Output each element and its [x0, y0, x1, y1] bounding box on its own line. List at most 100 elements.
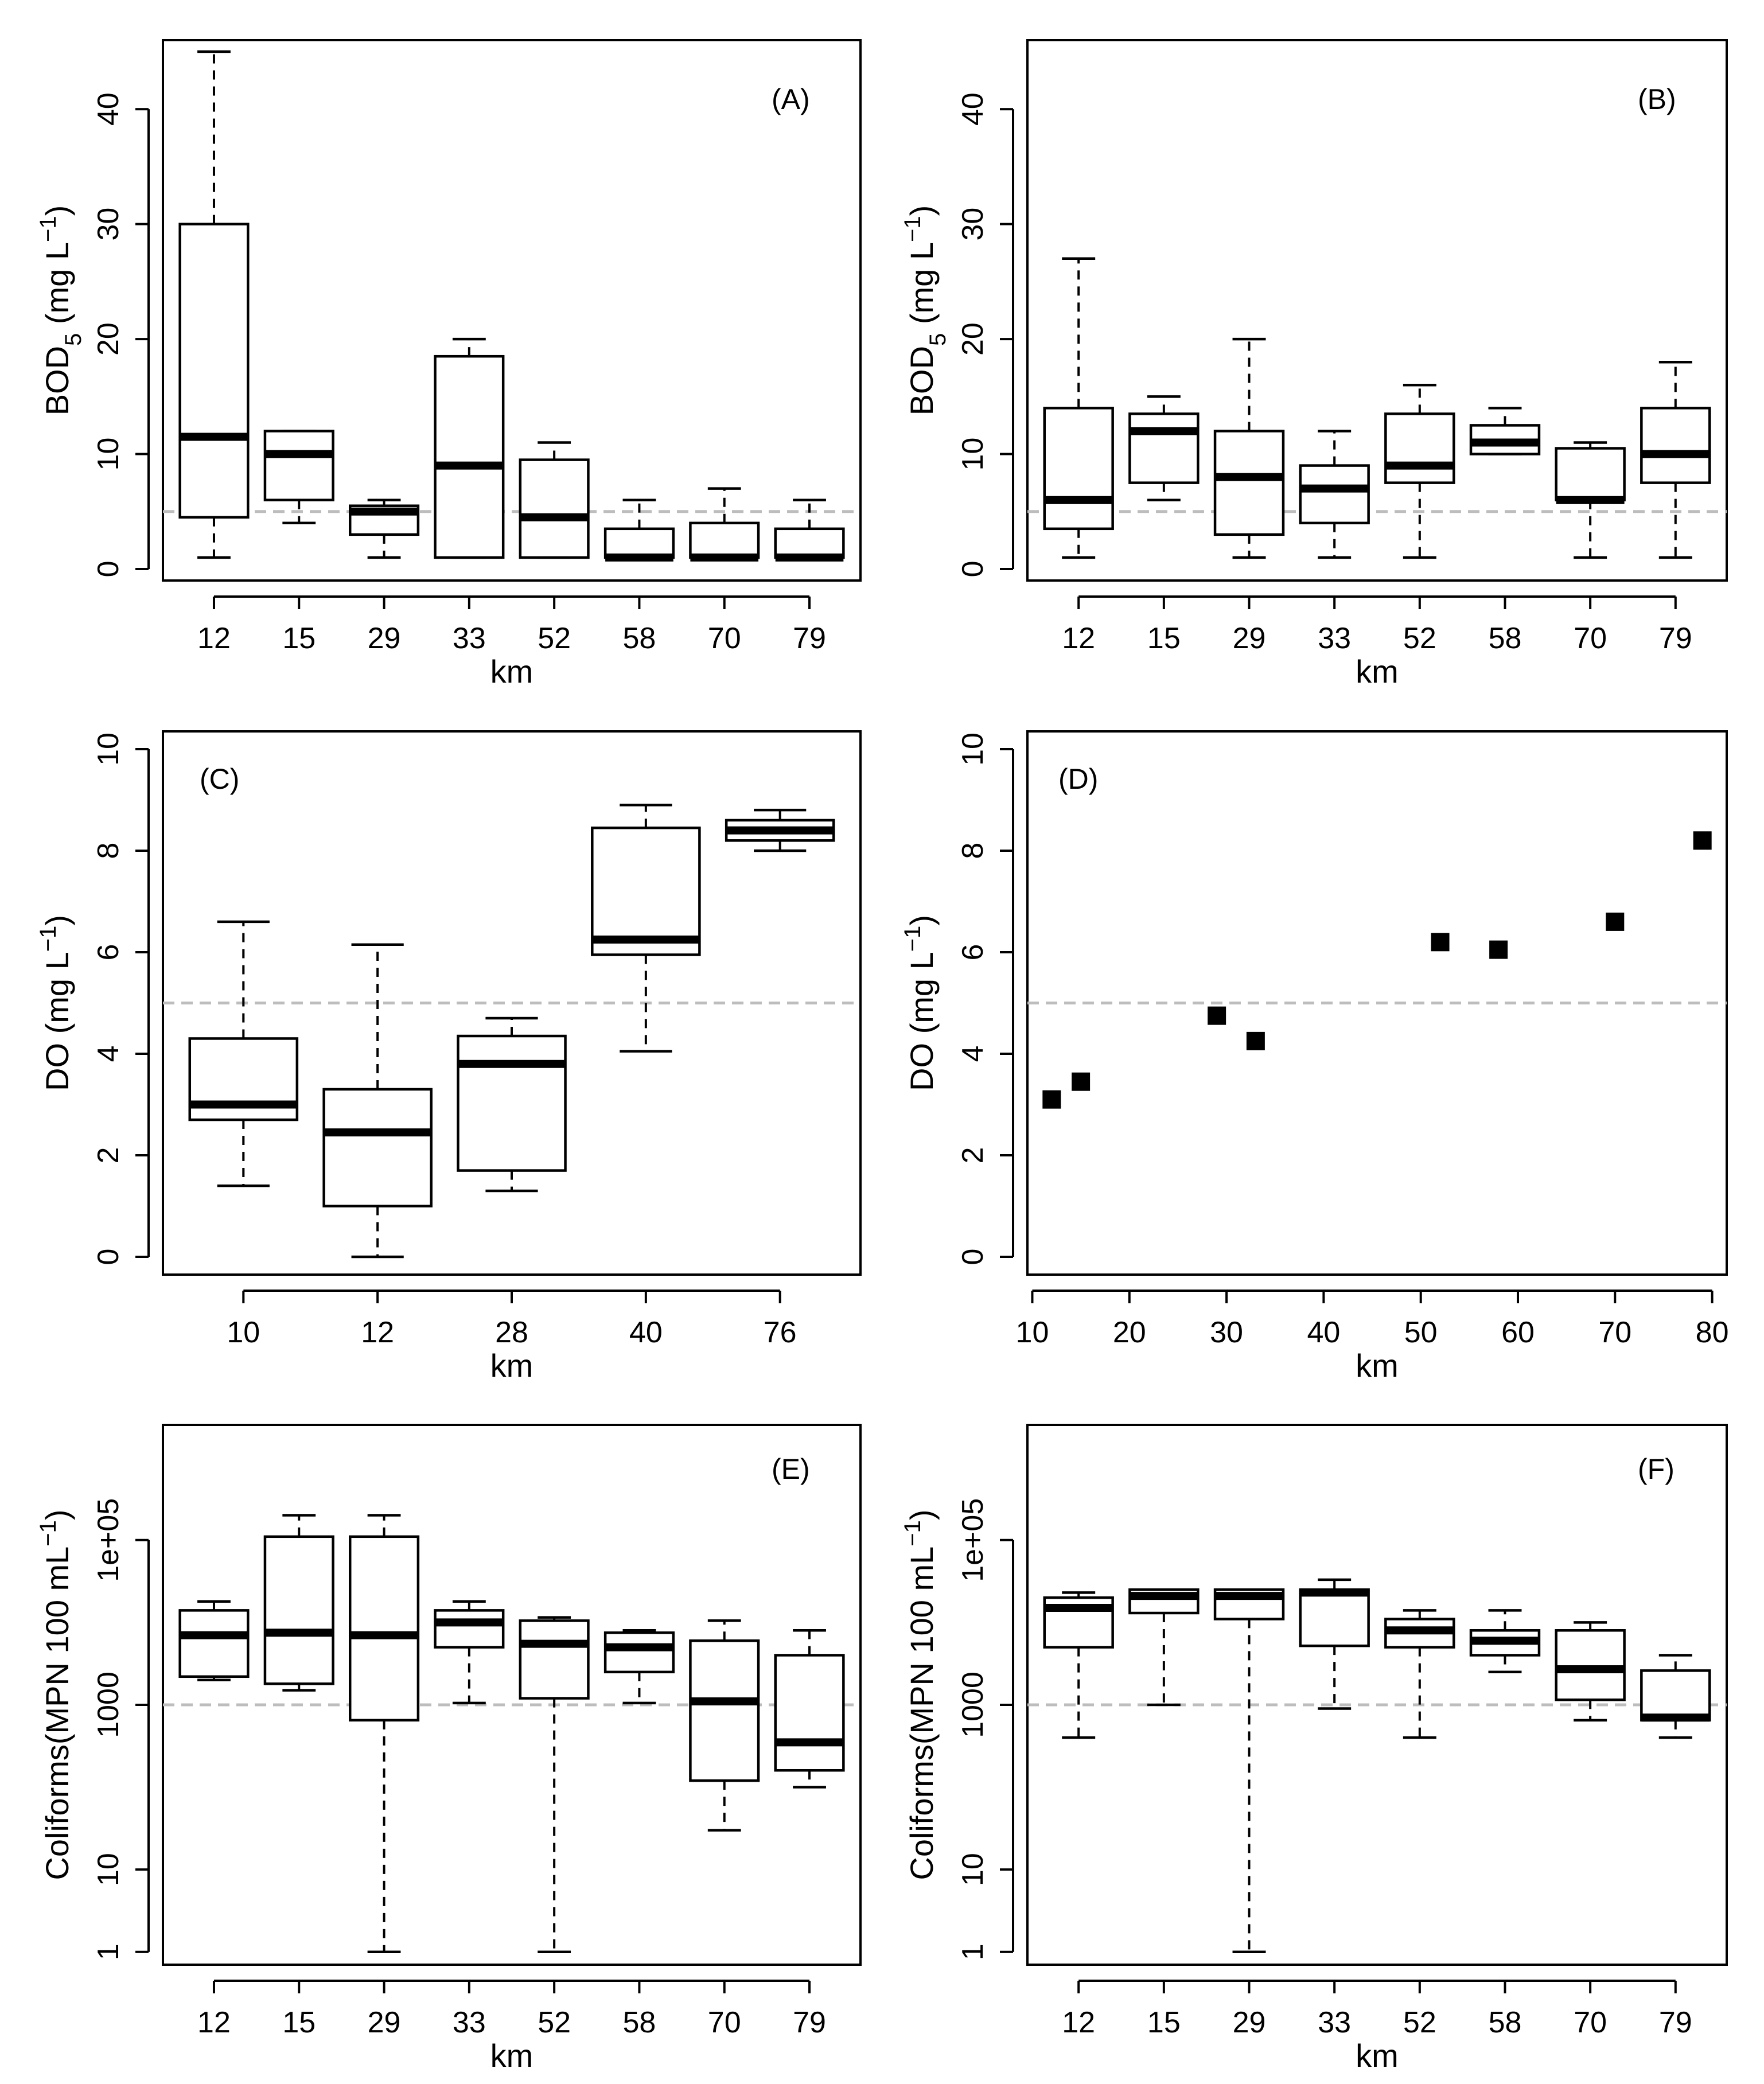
- x-tick-label: 79: [1659, 622, 1692, 655]
- box-79: [774, 498, 845, 562]
- y-axis-title-main: Coliforms(MPN 100 mL: [904, 1547, 940, 1880]
- box-15: [1128, 1588, 1200, 1707]
- y-tick-label: 1e+05: [956, 1498, 990, 1582]
- y-tick-label: 1e+05: [92, 1498, 125, 1582]
- iqr-box: [689, 1639, 760, 1782]
- data-point: [1431, 933, 1450, 952]
- y-tick-label: 20: [956, 322, 990, 356]
- y-tick-label: 10: [92, 1853, 125, 1886]
- panel-label: (B): [1638, 83, 1676, 115]
- y-tick-label: 1: [92, 1943, 125, 1960]
- iqr-box: [1043, 407, 1114, 531]
- box-79: [1640, 1654, 1711, 1739]
- x-tick-label: 76: [764, 1316, 797, 1349]
- x-tick-label: 15: [282, 622, 316, 655]
- box-40: [591, 804, 701, 1053]
- data-point: [1606, 912, 1625, 931]
- y-tick-label: 4: [92, 1046, 125, 1062]
- iqr-box: [689, 521, 760, 559]
- y-axis-title-close: ): [904, 915, 940, 926]
- box-33: [1299, 1578, 1370, 1710]
- y-tick-label: 0: [956, 1249, 990, 1265]
- iqr-box: [1640, 1669, 1711, 1722]
- y-axis-title: Coliforms(MPN 100 mL−1): [36, 1509, 75, 1880]
- y-axis-title-sup: −1: [36, 1520, 61, 1547]
- y-tick-label: 1: [956, 1943, 990, 1960]
- panel-label: (D): [1058, 763, 1098, 795]
- x-tick-label: 12: [1062, 622, 1095, 655]
- x-tick-label: 33: [453, 622, 486, 655]
- x-tick-label: 58: [1489, 2006, 1522, 2039]
- x-tick-label: 79: [1659, 2006, 1692, 2039]
- panel-label: (E): [772, 1453, 810, 1485]
- x-tick-label: 29: [368, 2006, 401, 2039]
- y-axis-title-main: BOD: [39, 346, 75, 415]
- x-tick-label: 20: [1113, 1316, 1146, 1349]
- panel-b: 0 10 20 30 40 BOD5 (mg L−1) 12 15 29 33 52 58 70 79 km…: [900, 39, 1728, 690]
- y-axis: 0 2 4 6 8 10 DO (mg L−1): [36, 733, 150, 1265]
- y-axis: 0 10 20 30 40 BOD5 (mg L−1): [900, 92, 1014, 577]
- x-tick-label: 12: [197, 622, 231, 655]
- y-axis-title: Coliforms(MPN 100 mL−1): [900, 1509, 940, 1880]
- x-tick-label: 70: [708, 622, 741, 655]
- box-15: [1128, 395, 1200, 501]
- box-28: [457, 1016, 567, 1193]
- data-point: [1246, 1031, 1265, 1050]
- x-axis: 12 15 29 33 52 58 70 79 km: [197, 595, 826, 690]
- x-axis-title: km: [1356, 653, 1399, 690]
- box-79: [1640, 360, 1711, 559]
- x-tick-label: 58: [623, 622, 656, 655]
- panel-label: (F): [1638, 1453, 1675, 1485]
- y-tick-label: 8: [92, 843, 125, 859]
- iqr-box: [434, 1609, 505, 1649]
- x-tick-label: 12: [361, 1316, 394, 1349]
- panel-f: 1 10 1000 1e+05 Coliforms(MPN 100 mL−1) 12 15 2…: [900, 1424, 1728, 2074]
- x-tick-label: 79: [793, 622, 826, 655]
- y-axis-title: DO (mg L−1): [900, 915, 940, 1091]
- x-tick-label: 29: [1233, 622, 1266, 655]
- data-point: [1208, 1006, 1226, 1025]
- box-52: [519, 1616, 590, 1954]
- y-axis-title: BOD5 (mg L−1): [900, 205, 951, 416]
- y-tick-label: 0: [92, 560, 125, 577]
- x-tick-label: 52: [1403, 2006, 1436, 2039]
- x-tick-label: 33: [1318, 622, 1351, 655]
- panel-label: (A): [772, 83, 810, 115]
- y-axis-title: BOD5 (mg L−1): [36, 205, 86, 416]
- box-58: [603, 1629, 675, 1705]
- x-tick-label: 70: [1574, 622, 1607, 655]
- x-axis: 10 20 30 40 50 60 70 80 km: [1016, 1290, 1729, 1384]
- y-tick-label: 30: [956, 208, 990, 241]
- x-tick-label: 58: [623, 2006, 656, 2039]
- y-tick-label: 0: [956, 560, 990, 577]
- x-tick-label: 50: [1404, 1316, 1438, 1349]
- y-tick-label: 10: [956, 733, 990, 766]
- box-15: [263, 1514, 334, 1692]
- panel-d: 0 2 4 6 8 10 DO (mg L−1) 10 20 30 40 50 60 70 80 km (D): [900, 730, 1729, 1384]
- x-axis-title: km: [1356, 1347, 1399, 1384]
- iqr-box: [434, 355, 505, 559]
- x-axis: 12 15 29 33 52 58 70 79 km: [1062, 1980, 1692, 2074]
- y-axis-title-sup: −1: [900, 216, 925, 242]
- panel-a: 0 10 20 30 40 BOD5 (mg L−1) 12 15 29 33 52 58 70 79 km…: [36, 39, 862, 690]
- box-79: [774, 1629, 845, 1789]
- x-tick-label: 12: [1062, 2006, 1095, 2039]
- iqr-box: [603, 1631, 675, 1674]
- box-52: [1384, 1609, 1455, 1739]
- iqr-box: [1299, 464, 1370, 525]
- y-tick-label: 2: [92, 1147, 125, 1164]
- box-70: [1555, 441, 1626, 559]
- data-point: [1693, 831, 1712, 850]
- data-point: [1489, 940, 1508, 959]
- y-axis-title-close: ): [904, 1509, 940, 1520]
- x-tick-label: 10: [227, 1316, 260, 1349]
- x-axis-title: km: [1356, 2038, 1399, 2074]
- y-axis: 0 10 20 30 40 BOD5 (mg L−1): [36, 92, 150, 577]
- y-axis-title-sup: −1: [36, 926, 61, 952]
- iqr-box: [519, 1619, 590, 1700]
- box-29: [348, 1514, 420, 1954]
- y-axis-title-main: Coliforms(MPN 100 mL: [39, 1547, 75, 1880]
- y-axis: 1 10 1000 1e+05 Coliforms(MPN 100 mL−1): [900, 1498, 1014, 1960]
- iqr-box: [774, 1654, 845, 1772]
- scatter-points: [1042, 831, 1712, 1109]
